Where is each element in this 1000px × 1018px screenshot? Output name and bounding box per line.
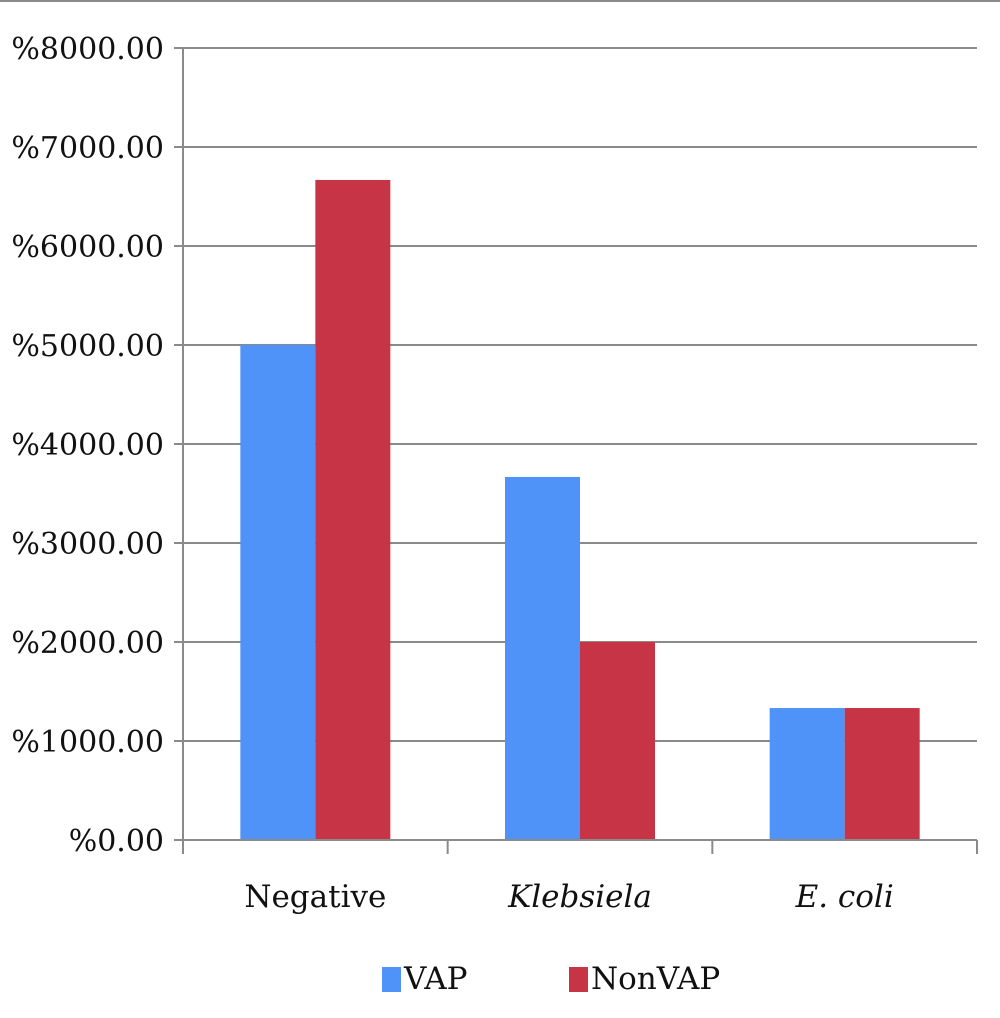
y-tick-label: %5000.00 xyxy=(11,329,164,364)
category-labels: Negative Klebsiela E. coli xyxy=(244,879,893,915)
y-tick-label: %7000.00 xyxy=(11,131,164,166)
legend: VAP NonVAP xyxy=(382,961,720,997)
bar-vap-2 xyxy=(769,708,845,840)
legend-label: NonVAP xyxy=(591,961,720,997)
axes xyxy=(182,48,977,841)
legend-label: VAP xyxy=(403,961,468,997)
bar-vap-1 xyxy=(505,476,580,840)
y-tick-label: %1000.00 xyxy=(11,725,164,760)
legend-swatch xyxy=(382,967,401,992)
y-tick-label: %4000.00 xyxy=(11,428,164,463)
y-tick-label: %6000.00 xyxy=(11,230,164,265)
bars xyxy=(240,179,920,841)
y-tick-label: %8000.00 xyxy=(11,32,164,67)
bar-vap-0 xyxy=(240,345,316,840)
x-tick-marks xyxy=(182,840,978,854)
category-label: E. coli xyxy=(795,879,894,915)
legend-swatch xyxy=(569,967,588,992)
category-label: Negative xyxy=(244,879,386,915)
bar-nonvap-1 xyxy=(580,642,655,840)
y-tick-label: %2000.00 xyxy=(11,626,164,661)
bar-nonvap-0 xyxy=(315,179,391,841)
y-tick-label: %3000.00 xyxy=(11,527,164,562)
y-tick-label: %0.00 xyxy=(69,824,164,859)
y-tick-labels: %0.00 %1000.00 %2000.00 %3000.00 %4000.00 %50… xyxy=(11,32,164,859)
category-label: Klebsiela xyxy=(507,879,652,915)
bar-nonvap-2 xyxy=(844,708,920,840)
